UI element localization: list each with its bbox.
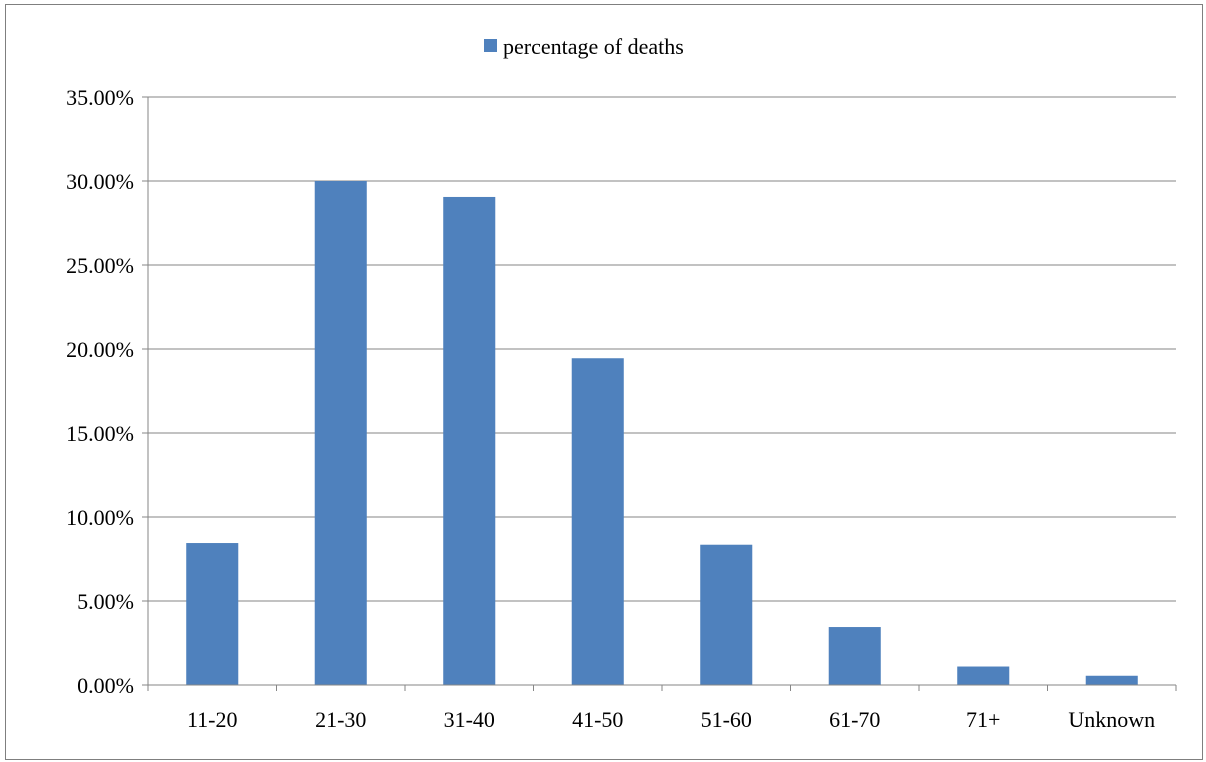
bars bbox=[186, 181, 1138, 685]
x-tick-label: 61-70 bbox=[829, 707, 880, 732]
x-tick-label: Unknown bbox=[1068, 707, 1155, 732]
bar-51-60 bbox=[700, 544, 753, 685]
y-tick-label: 20.00% bbox=[66, 337, 134, 362]
x-tick-label: 31-40 bbox=[444, 707, 495, 732]
legend-label: percentage of deaths bbox=[503, 34, 684, 59]
x-tick-labels: 11-20 21-30 31-40 41-50 51-60 61-70 71+ Unknown bbox=[187, 707, 1155, 732]
bar-71- bbox=[957, 666, 1010, 685]
y-tick-labels: 0.00% 5.00% 10.00% 15.00% 20.00% 25.00% 30.00%… bbox=[66, 85, 134, 698]
bar-11-20 bbox=[186, 543, 239, 685]
y-tick-label: 5.00% bbox=[77, 589, 134, 614]
legend: percentage of deaths bbox=[484, 34, 684, 59]
bar-21-30 bbox=[314, 181, 367, 685]
x-tick-label: 41-50 bbox=[572, 707, 623, 732]
chart-frame: percentage of deaths 0.00% 5.00% 10.00% 15.… bbox=[5, 4, 1203, 760]
legend-swatch bbox=[484, 39, 497, 52]
y-tick-label: 35.00% bbox=[66, 85, 134, 110]
bar-31-40 bbox=[443, 196, 496, 685]
y-tick-label: 15.00% bbox=[66, 421, 134, 446]
axes bbox=[142, 96, 1177, 691]
gridlines bbox=[148, 96, 1176, 602]
bar-41-50 bbox=[571, 358, 624, 685]
bar-unknown bbox=[1085, 675, 1138, 685]
x-tick-label: 11-20 bbox=[187, 707, 238, 732]
x-tick-label: 21-30 bbox=[315, 707, 366, 732]
y-tick-label: 0.00% bbox=[77, 673, 134, 698]
bar-chart: percentage of deaths 0.00% 5.00% 10.00% 15.… bbox=[66, 34, 1177, 732]
y-tick-label: 25.00% bbox=[66, 253, 134, 278]
y-tick-label: 10.00% bbox=[66, 505, 134, 530]
bar-61-70 bbox=[828, 627, 881, 685]
x-tick-label: 51-60 bbox=[701, 707, 752, 732]
x-tick-label: 71+ bbox=[966, 707, 1000, 732]
y-tick-label: 30.00% bbox=[66, 169, 134, 194]
